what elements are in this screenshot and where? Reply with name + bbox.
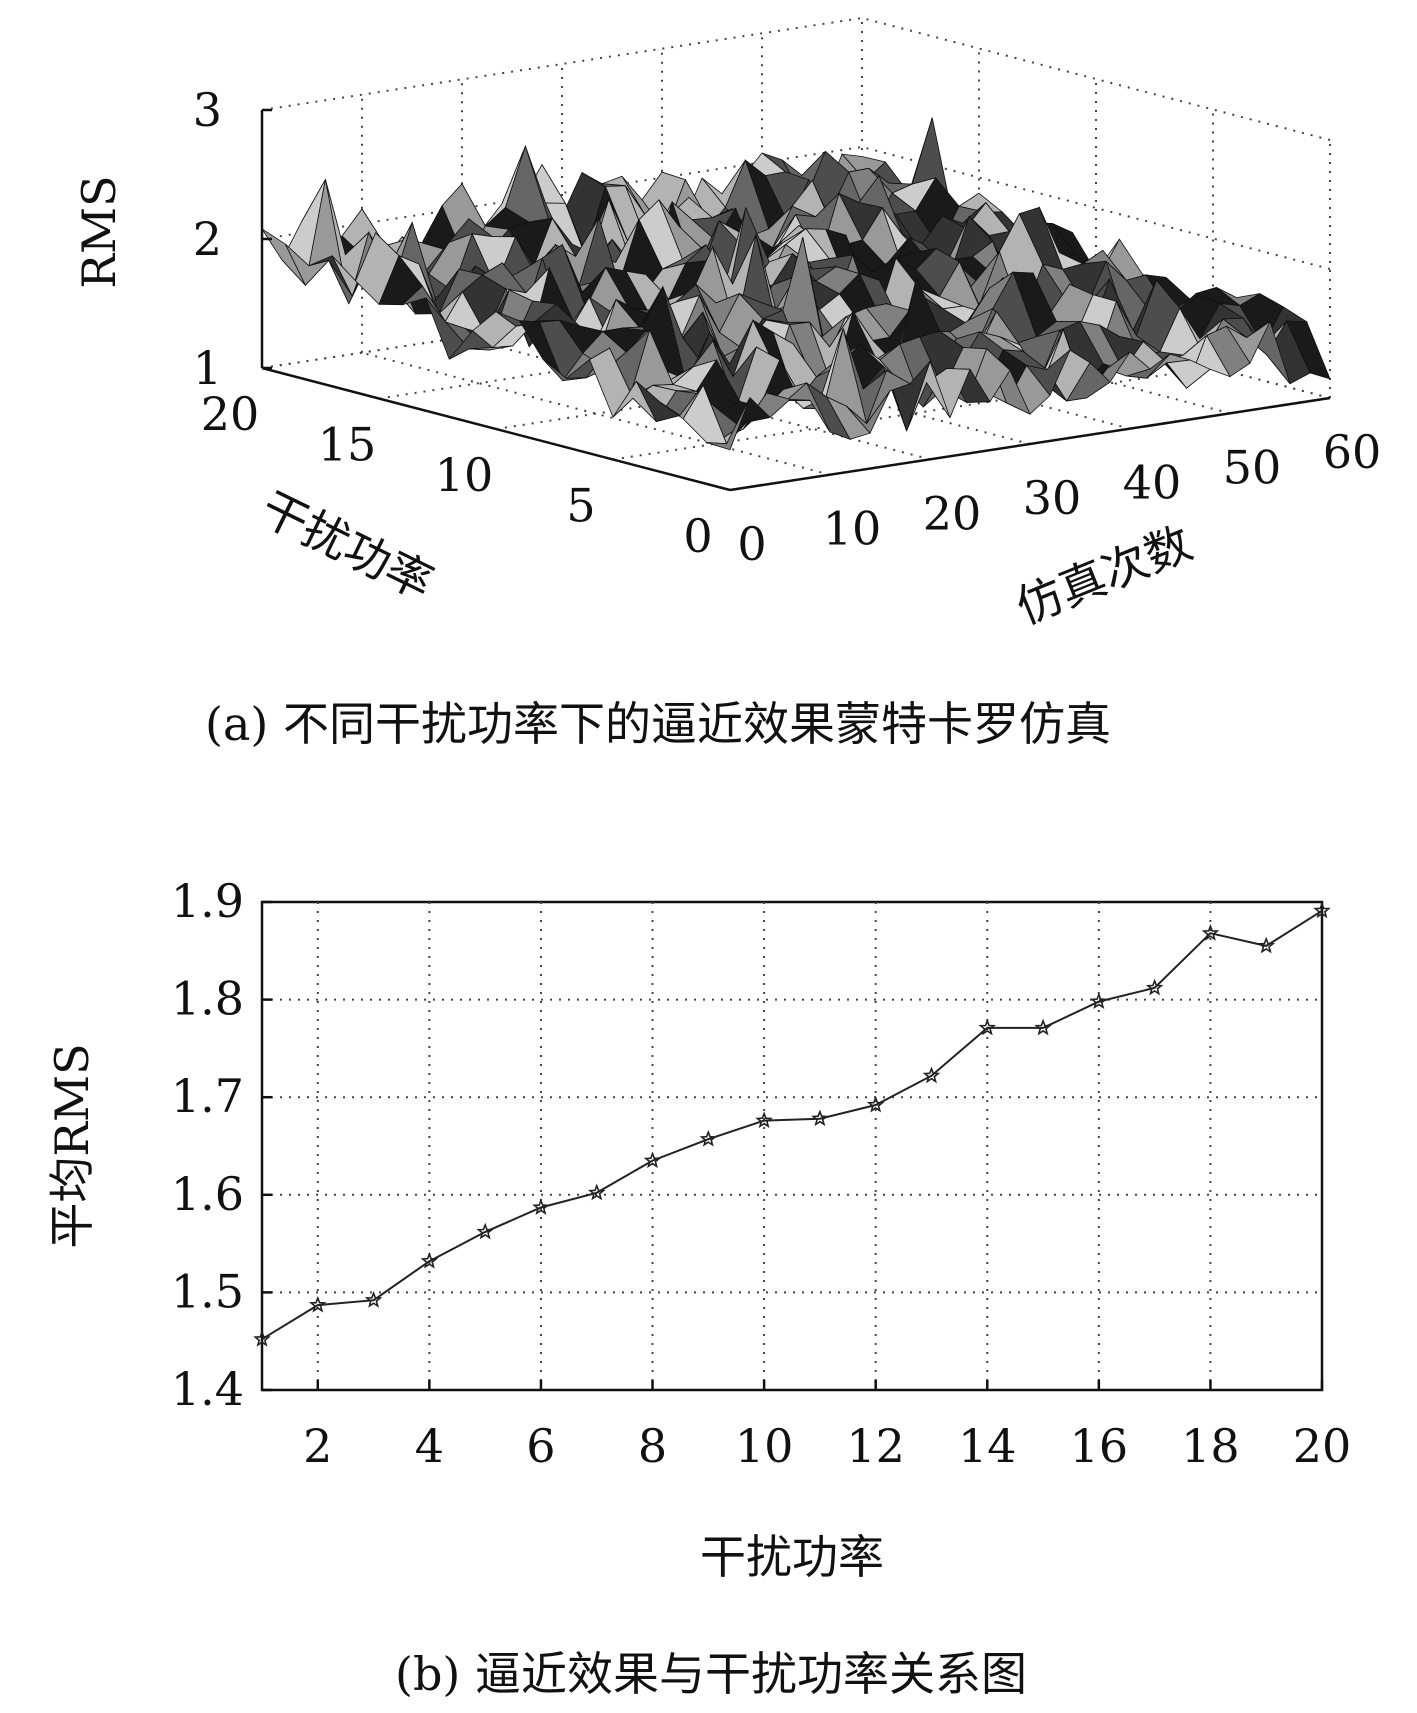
series-marker: [1201, 923, 1220, 941]
y-tick-label: 10: [435, 448, 494, 502]
y-tick-label: 5: [566, 479, 595, 533]
series-marker: [588, 1183, 606, 1201]
surface-z-label: RMS: [72, 175, 126, 288]
surface-mesh: [261, 117, 1331, 451]
surface-y-ticks: 0 5 10 15 20: [201, 387, 713, 563]
x-tick-label: 18: [1181, 1419, 1240, 1473]
surface-x-label: 仿真次数: [1009, 516, 1200, 635]
x-tick-label: 10: [823, 502, 882, 556]
floor-gridline: [612, 366, 1214, 461]
surface-x-ticks: 0 10 20 30 40 50 60: [737, 425, 1381, 571]
series-marker: [364, 1290, 383, 1308]
surface-facet: [706, 397, 751, 451]
series-markers: [253, 901, 1331, 1347]
y-tick-label: 1.6: [171, 1167, 244, 1221]
x-axis-label: 干扰功率: [700, 1530, 884, 1584]
x-axis-ticks: 2 4 6 8 10 12 14 16 18 20: [303, 1380, 1351, 1473]
series-marker: [476, 1222, 494, 1240]
plot-frame: [260, 900, 1324, 1392]
back-wall-gridline: [261, 17, 863, 111]
y-tick-label: 1.9: [171, 874, 244, 928]
x-tick-label: 60: [1323, 425, 1382, 479]
x-axis-line: [729, 396, 1331, 492]
y-axis-label: 平均RMS: [45, 1043, 99, 1248]
line-chart-grid: [262, 902, 1322, 1390]
series-marker: [978, 1018, 997, 1036]
series-marker: [643, 1151, 662, 1169]
surface-plot: 1 2 3 0 5 10 15 20 0 10 20 30 40 50 60 RMS 干扰功率 仿真次数…: [72, 17, 1381, 751]
surface-z-ticks: 1 2 3: [193, 83, 272, 395]
series-marker: [532, 1198, 550, 1216]
x-tick-label: 2: [303, 1419, 332, 1473]
y-axis-line: [261, 366, 731, 492]
z-tick-label: 3: [193, 83, 222, 137]
line-chart: 1.4 1.5 1.6 1.7 1.8 1.9 2 4 6 8 10 12 14 16 18 20 平均RM…: [45, 874, 1351, 1701]
series-marker: [1313, 901, 1331, 919]
x-tick-label: 14: [958, 1419, 1017, 1473]
series-marker: [699, 1129, 718, 1147]
series-marker: [811, 1109, 829, 1127]
x-tick-label: 20: [923, 486, 982, 540]
series-marker: [420, 1251, 439, 1269]
series-marker: [1257, 936, 1276, 954]
x-tick-label: 12: [846, 1419, 905, 1473]
y-tick-label: 15: [318, 418, 377, 472]
series-marker: [1090, 992, 1108, 1009]
series-marker: [1034, 1018, 1052, 1036]
caption-b: (b) 逼近效果与干扰功率关系图: [395, 1647, 1027, 1701]
series-marker: [755, 1111, 773, 1129]
x-tick-label: 4: [415, 1419, 444, 1473]
series-marker: [253, 1330, 271, 1347]
x-tick-label: 30: [1023, 471, 1082, 525]
x-tick-label: 40: [1123, 456, 1182, 510]
series-marker: [922, 1066, 941, 1084]
series-marker: [308, 1295, 327, 1313]
y-tick-label: 1.5: [171, 1264, 244, 1318]
series-line: [261, 909, 1323, 1341]
x-tick-label: 10: [735, 1419, 794, 1473]
series-marker: [1145, 978, 1164, 996]
y-tick-label: 0: [683, 509, 712, 563]
y-tick-label: 20: [201, 387, 260, 441]
x-tick-label: 8: [638, 1419, 667, 1473]
x-tick-label: 0: [737, 517, 766, 571]
surface-y-label: 干扰功率: [252, 481, 441, 610]
y-tick-label: 1.7: [171, 1069, 244, 1123]
caption-a: (a) 不同干扰功率下的逼近效果蒙特卡罗仿真: [205, 697, 1111, 751]
series-marker: [866, 1095, 885, 1113]
y-tick-label: 1.4: [171, 1362, 244, 1416]
x-tick-label: 50: [1223, 440, 1282, 494]
y-tick-label: 1.8: [171, 972, 244, 1026]
y-axis-ticks: 1.4 1.5 1.6 1.7 1.8 1.9: [171, 874, 272, 1416]
z-tick-label: 1: [193, 341, 222, 395]
z-tick-label: 2: [193, 212, 222, 266]
x-tick-label: 6: [526, 1419, 555, 1473]
x-tick-label: 20: [1293, 1419, 1352, 1473]
x-tick-label: 16: [1070, 1419, 1129, 1473]
